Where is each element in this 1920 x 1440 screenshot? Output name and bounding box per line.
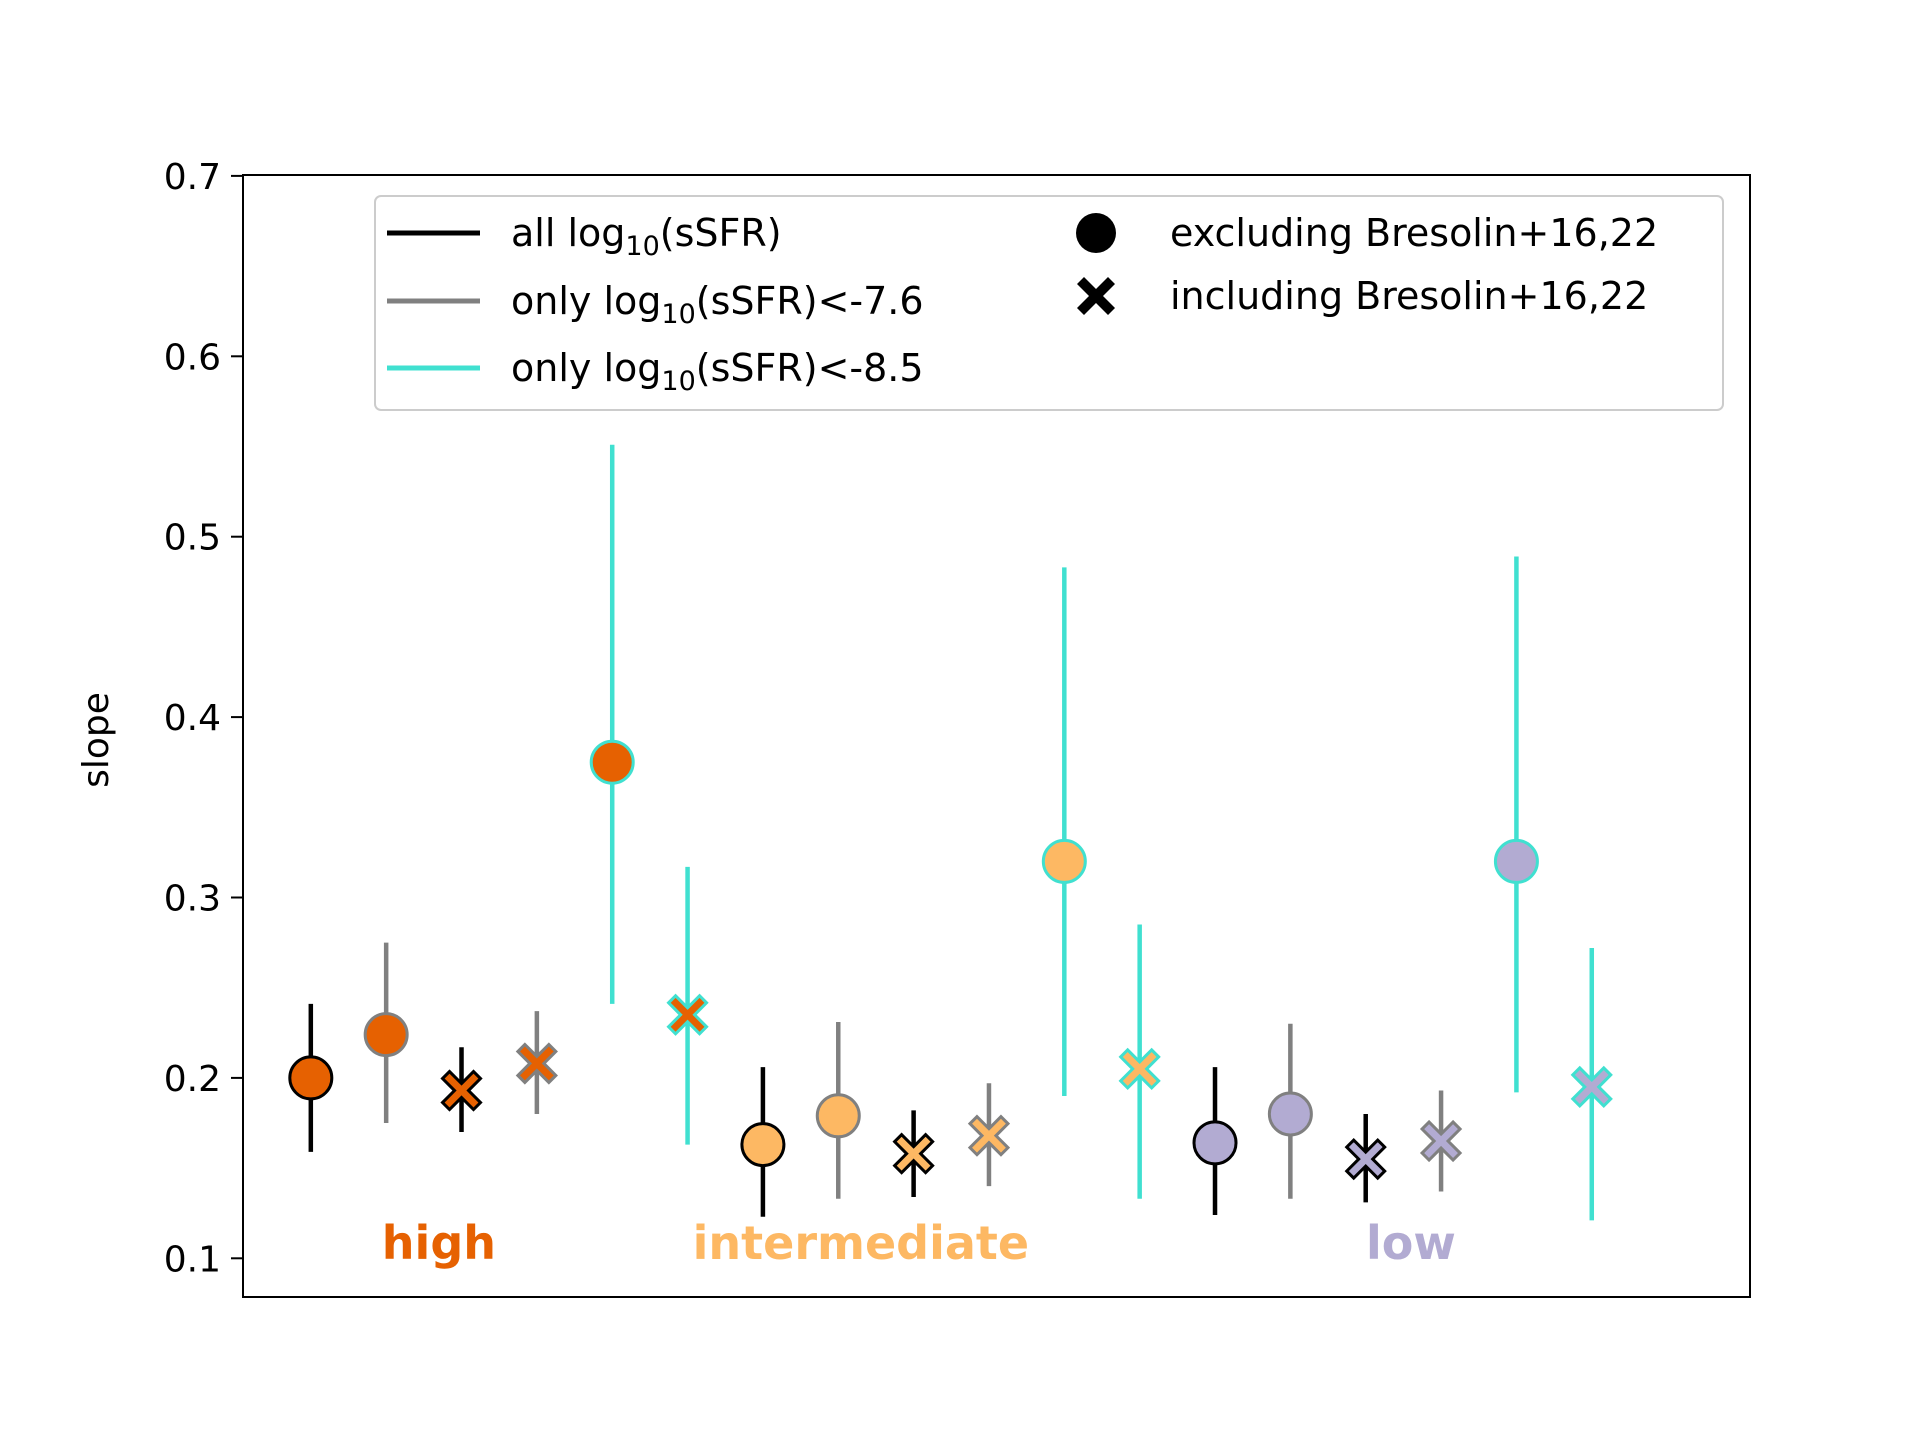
y-tick-label: 0.7 bbox=[164, 157, 221, 198]
y-tick-label: 0.6 bbox=[164, 337, 221, 378]
legend: all log10(sSFR) only log10(sSFR)<-7.6 only… bbox=[374, 195, 1724, 411]
data-point-circle bbox=[815, 1093, 861, 1139]
y-axis-label: slope bbox=[76, 692, 117, 788]
data-point-circle bbox=[288, 1055, 334, 1101]
group-labels: high intermediate low bbox=[382, 1216, 1456, 1270]
y-tick-label: 0.3 bbox=[164, 879, 221, 920]
y-tick-label: 0.5 bbox=[164, 518, 221, 559]
data-point-circle bbox=[1041, 838, 1087, 884]
data-point-x bbox=[1419, 1119, 1463, 1163]
data-point-circle bbox=[1192, 1120, 1238, 1166]
data-point-x bbox=[1570, 1065, 1613, 1109]
legend-box bbox=[374, 195, 1724, 411]
legend-label-all: all log10(sSFR) bbox=[511, 211, 782, 262]
data-point-x bbox=[440, 1069, 483, 1112]
legend-label-x: including Bresolin+16,22 bbox=[1170, 274, 1648, 318]
data-point-x bbox=[515, 1042, 558, 1085]
legend-label-circle: excluding Bresolin+16,22 bbox=[1170, 211, 1658, 255]
data-point-circle bbox=[363, 1012, 409, 1058]
data-point-circle bbox=[589, 739, 635, 785]
group-label-intermediate: intermediate bbox=[693, 1216, 1029, 1270]
y-tick-label: 0.1 bbox=[164, 1239, 221, 1280]
legend-marker-circle bbox=[1076, 213, 1116, 253]
y-axis: 0.1 0.2 0.3 0.4 0.5 0.6 0.7 bbox=[164, 157, 243, 1280]
y-tick-label: 0.2 bbox=[164, 1059, 221, 1100]
plot-frame bbox=[242, 174, 1751, 1298]
legend-label-cut76: only log10(sSFR)<-7.6 bbox=[511, 279, 924, 330]
data-point-x bbox=[1344, 1137, 1387, 1181]
data-markers bbox=[288, 739, 1613, 1181]
data-point-x bbox=[967, 1114, 1011, 1157]
data-point-x bbox=[1118, 1047, 1161, 1091]
group-label-low: low bbox=[1366, 1216, 1456, 1270]
legend-marker-x bbox=[1077, 277, 1115, 315]
legend-label-cut85: only log10(sSFR)<-8.5 bbox=[511, 346, 924, 397]
group-label-high: high bbox=[382, 1216, 496, 1270]
data-point-x bbox=[666, 993, 709, 1036]
data-point-x bbox=[892, 1132, 935, 1175]
data-point-circle bbox=[740, 1122, 786, 1168]
data-point-circle bbox=[1493, 838, 1539, 884]
y-tick-label: 0.4 bbox=[164, 698, 221, 739]
data-point-circle bbox=[1267, 1091, 1313, 1137]
